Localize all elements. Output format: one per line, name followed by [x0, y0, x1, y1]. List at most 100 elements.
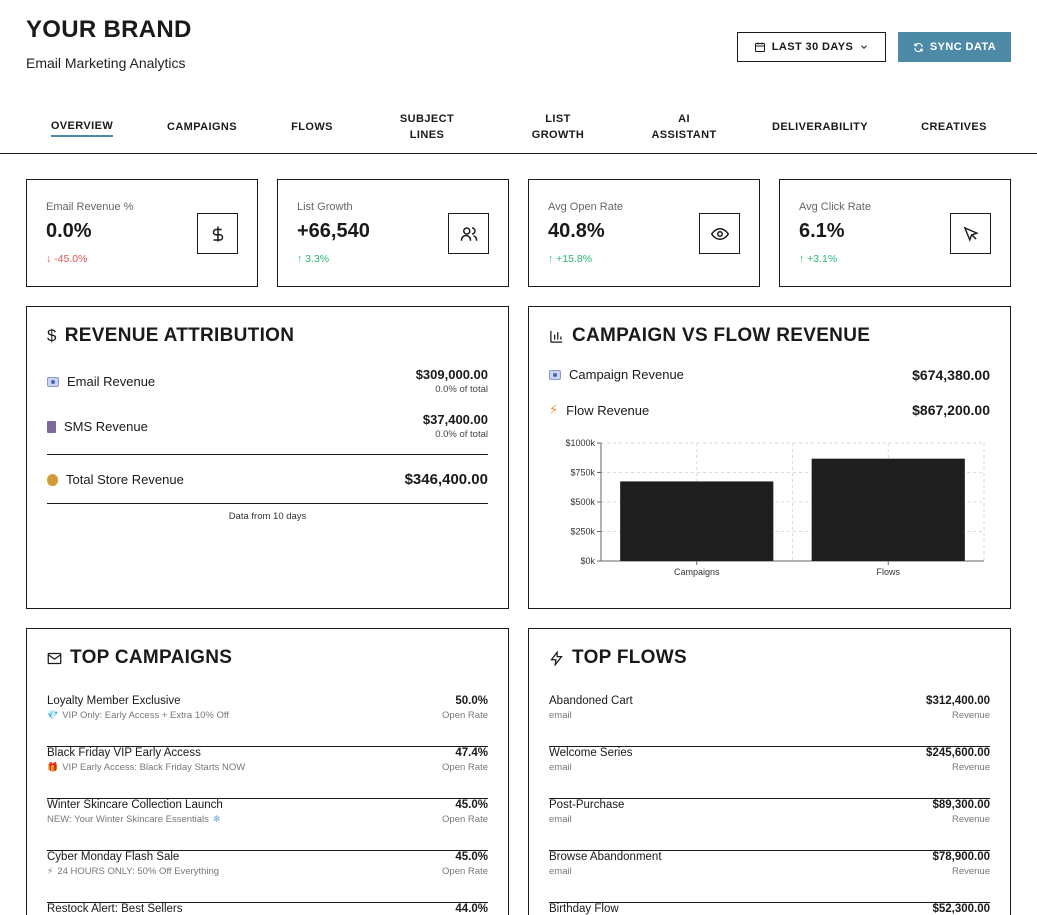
list-name: Winter Skincare Collection Launch [47, 799, 223, 811]
list-subtitle: email [549, 710, 572, 721]
y-tick-label: $1000k [565, 438, 595, 448]
list-caption: Open Rate [442, 762, 488, 773]
stat-value: +66,540 [297, 220, 370, 242]
list-subtitle: NEW: Your Winter Skincare Essentials [47, 814, 209, 825]
stat-card-click-rate: Avg Click Rate 6.1% ↑ +3.1% [779, 179, 1011, 287]
flow-row[interactable]: Abandoned Cart email $312,400.00 Revenue [549, 695, 990, 747]
cursor-icon [950, 213, 991, 254]
total-revenue-row: Total Store Revenue $346,400.00 [47, 471, 488, 488]
campaign-row[interactable]: Restock Alert: Best Sellers 44.0% [47, 903, 488, 915]
bar-flows [811, 458, 965, 561]
email-revenue-label: Email Revenue [67, 374, 156, 389]
tab-flows[interactable]: FLOWS [291, 121, 333, 133]
sms-revenue-row: SMS Revenue $37,400.00 0.0% of total [47, 412, 488, 440]
sub-emoji-icon: 🎁 [47, 762, 59, 772]
list-name: Cyber Monday Flash Sale [47, 851, 180, 863]
stat-card-list-growth: List Growth +66,540 ↑ 3.3% [277, 179, 509, 287]
revenue-attribution-panel: $ REVENUE ATTRIBUTION Email Revenue $309… [26, 306, 509, 609]
tab-subject-lines[interactable]: SUBJECT LINES [399, 113, 455, 141]
list-value: 47.4% [455, 747, 488, 759]
campaign-revenue-label: Campaign Revenue [569, 367, 684, 382]
campaign-row[interactable]: Loyalty Member Exclusive 💎 VIP Only: Early… [47, 695, 488, 747]
list-subtitle: email [549, 866, 572, 877]
flow-revenue-amount: $867,200.00 [912, 402, 990, 418]
email-revenue-icon [47, 376, 59, 387]
campaign-revenue-icon [549, 369, 561, 380]
list-sub: email [549, 710, 572, 721]
campaign-row[interactable]: Black Friday VIP Early Access 🎁 VIP Early … [47, 747, 488, 799]
list-name: Welcome Series [549, 747, 633, 759]
list-sub: NEW: Your Winter Skincare Essentials ❄ [47, 814, 221, 825]
email-revenue-pct: 0.0% of total [435, 384, 488, 395]
list-subtitle: email [549, 762, 572, 773]
bar-chart-icon [550, 330, 563, 343]
campaign-row[interactable]: Cyber Monday Flash Sale ⚡ 24 HOURS ONLY: 5… [47, 851, 488, 903]
total-revenue-label: Total Store Revenue [66, 472, 184, 487]
stat-label: Avg Click Rate [799, 201, 871, 213]
list-caption: Open Rate [442, 710, 488, 721]
list-caption: Open Rate [442, 866, 488, 877]
sms-revenue-amount: $37,400.00 [422, 412, 488, 427]
eye-icon [699, 213, 740, 254]
tab-list-growth[interactable]: LIST GROWTH [531, 113, 585, 141]
stat-change: ↑ +15.8% [548, 253, 593, 265]
money-bag-icon [47, 473, 58, 486]
tab-overview[interactable]: OVERVIEW [42, 100, 122, 154]
list-sub: 🎁 VIP Early Access: Black Friday Starts N… [47, 762, 245, 773]
sync-data-button[interactable]: SYNC DATA [898, 32, 1011, 62]
y-tick-label: $0k [580, 556, 595, 566]
sms-phone-icon [47, 420, 56, 433]
list-name: Restock Alert: Best Sellers [47, 903, 183, 915]
campaign-flow-bar-chart: $0k $250k $500k $750k $1000k Campaigns Flows [565, 438, 985, 577]
date-range-button[interactable]: LAST 30 DAYS [737, 32, 886, 62]
list-subtitle: email [549, 814, 572, 825]
list-caption: Revenue [951, 762, 990, 773]
stat-value: 6.1% [799, 220, 845, 242]
flow-row[interactable]: Birthday Flow $52,300.00 [549, 903, 990, 915]
list-sub: ⚡ 24 HOURS ONLY: 50% Off Everything [47, 866, 219, 877]
stat-value: 40.8% [548, 220, 605, 242]
stat-value: 0.0% [46, 220, 92, 242]
chevron-down-icon [861, 45, 868, 49]
list-subtitle: 24 HOURS ONLY: 50% Off Everything [57, 866, 220, 877]
divider [47, 454, 488, 455]
list-value: $89,300.00 [932, 799, 990, 811]
stat-change: ↑ 3.3% [297, 253, 330, 265]
campaign-vs-flow-panel: CAMPAIGN VS FLOW REVENUE Campaign Revenu… [528, 306, 1011, 609]
list-caption: Revenue [951, 710, 990, 721]
list-value: 44.0% [455, 903, 488, 915]
flow-row[interactable]: Post-Purchase email $89,300.00 Revenue [549, 799, 990, 851]
list-name: Birthday Flow [549, 903, 619, 915]
x-tick-label: Flows [876, 567, 900, 577]
sms-revenue-pct: 0.0% of total [435, 429, 488, 440]
calendar-icon [754, 42, 765, 52]
stat-change: ↓ -45.0% [46, 253, 88, 265]
list-sub: email [549, 814, 572, 825]
tab-creatives[interactable]: CREATIVES [921, 121, 987, 133]
list-name: Abandoned Cart [549, 695, 633, 707]
campaign-row[interactable]: Winter Skincare Collection Launch NEW: Yo… [47, 799, 488, 851]
tab-campaigns[interactable]: CAMPAIGNS [166, 121, 237, 133]
tab-deliverability[interactable]: DELIVERABILITY [771, 121, 869, 133]
flow-row[interactable]: Welcome Series email $245,600.00 Revenue [549, 747, 990, 799]
data-footnote: Data from 10 days [228, 511, 307, 522]
sub-emoji-icon: ⚡ [47, 866, 54, 876]
stat-card-open-rate: Avg Open Rate 40.8% ↑ +15.8% [528, 179, 760, 287]
flow-row[interactable]: Browse Abandonment email $78,900.00 Revenue [549, 851, 990, 903]
list-value: $78,900.00 [932, 851, 990, 863]
y-tick-label: $750k [570, 468, 595, 478]
date-range-label: LAST 30 DAYS [771, 41, 854, 53]
dollar-icon: $ [47, 326, 57, 345]
tab-ai-assistant[interactable]: AI ASSISTANT [651, 113, 717, 141]
list-name: Black Friday VIP Early Access [47, 747, 201, 759]
header: YOUR BRAND Email Marketing Analytics [26, 16, 192, 71]
y-tick-label: $500k [570, 497, 595, 507]
stat-change: ↑ +3.1% [799, 253, 838, 265]
users-icon [448, 213, 489, 254]
total-revenue-amount: $346,400.00 [404, 471, 488, 488]
sms-revenue-label: SMS Revenue [64, 419, 148, 434]
list-value: 50.0% [455, 695, 488, 707]
mail-icon [47, 652, 62, 664]
list-subtitle: VIP Early Access: Black Friday Starts NO… [62, 762, 246, 773]
panel-title: TOP CAMPAIGNS [47, 647, 232, 669]
